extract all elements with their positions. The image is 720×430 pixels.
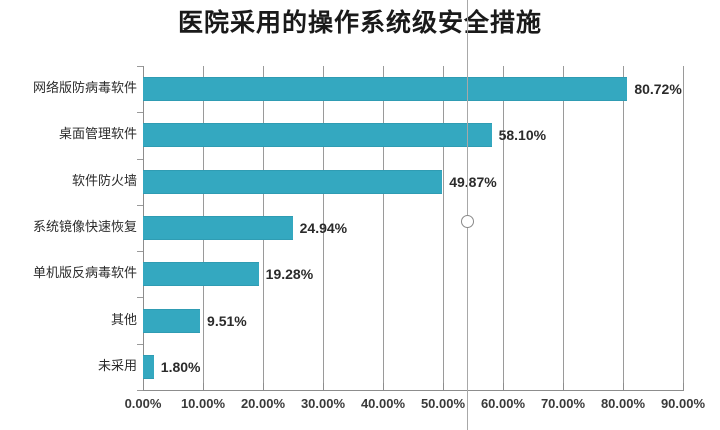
x-axis-tick-label: 10.00% (180, 396, 226, 411)
chart-title: 医院采用的操作系统级安全措施 (177, 8, 542, 37)
x-axis-tick-label: 30.00% (300, 396, 346, 411)
gridline (383, 66, 384, 390)
bar[interactable] (143, 308, 201, 333)
gridline (443, 66, 444, 390)
x-axis-tick (383, 383, 384, 391)
bar-value-label: 49.87% (449, 173, 497, 190)
y-axis-category-label: 软件防火墙 (71, 173, 137, 189)
y-axis-tick (137, 112, 143, 114)
x-axis-tick-label: 50.00% (420, 396, 466, 411)
gridline (323, 66, 324, 390)
y-axis-category-label: 系统镜像快速恢复 (32, 220, 137, 235)
y-axis-category-label: 网络版防病毒软件 (32, 81, 137, 97)
x-axis-tick (623, 383, 624, 391)
x-axis-tick (203, 383, 204, 391)
y-axis-tick (137, 158, 143, 160)
bar-value-label: 58.10% (498, 127, 547, 144)
bar[interactable] (143, 169, 443, 194)
gridline (563, 66, 564, 390)
y-axis-tick (137, 251, 143, 253)
x-axis-tick (683, 383, 684, 391)
x-axis-tick (323, 383, 324, 391)
y-axis-tick (137, 66, 143, 67)
x-axis-tick-label: 20.00% (240, 396, 286, 411)
gridline (683, 66, 684, 390)
x-axis-tick (563, 383, 564, 391)
y-axis-tick (137, 343, 143, 345)
y-axis-tick (137, 390, 143, 391)
x-axis-tick-label: 90.00% (660, 396, 706, 411)
x-axis-tick-label: 40.00% (360, 396, 406, 411)
x-axis-line (143, 390, 684, 391)
bar[interactable] (143, 123, 492, 148)
y-axis-category-label: 单机版反病毒软件 (32, 266, 137, 282)
y-axis-category-labels: 网络版防病毒软件桌面管理软件软件防火墙系统镜像快速恢复 单机版反病毒软件其他未采用 (0, 0, 137, 430)
bar-value-label: 24.94% (299, 220, 348, 236)
bar-value-label: 19.28% (265, 266, 314, 283)
y-axis-tick (137, 204, 143, 206)
bar[interactable] (143, 216, 293, 240)
x-axis-tick (443, 383, 444, 391)
x-axis-tick (503, 383, 504, 391)
y-axis-category-label: 未采用 (97, 358, 137, 374)
bar[interactable] (143, 262, 259, 287)
bar-value-label: 80.72% (634, 81, 682, 98)
gridline (623, 66, 624, 390)
x-axis-tick-label: 60.00% (480, 396, 526, 411)
x-axis-tick (143, 383, 144, 391)
x-axis-tick-label: 70.00% (540, 396, 586, 411)
bar[interactable] (143, 77, 628, 102)
bar-value-label: 9.51% (207, 312, 247, 329)
y-axis-category-label: 桌面管理软件 (58, 127, 137, 143)
x-axis-tick (263, 383, 264, 391)
x-axis-tick-label: 0.00% (124, 396, 162, 411)
gridline (503, 66, 504, 390)
bar[interactable] (143, 354, 154, 379)
guide-handle-circle-icon[interactable] (461, 215, 474, 228)
y-axis-category-label: 其他 (110, 312, 137, 328)
x-axis-tick-label: 80.00% (600, 396, 646, 411)
bar-value-label: 1.80% (160, 358, 201, 375)
y-axis-tick (137, 297, 143, 299)
